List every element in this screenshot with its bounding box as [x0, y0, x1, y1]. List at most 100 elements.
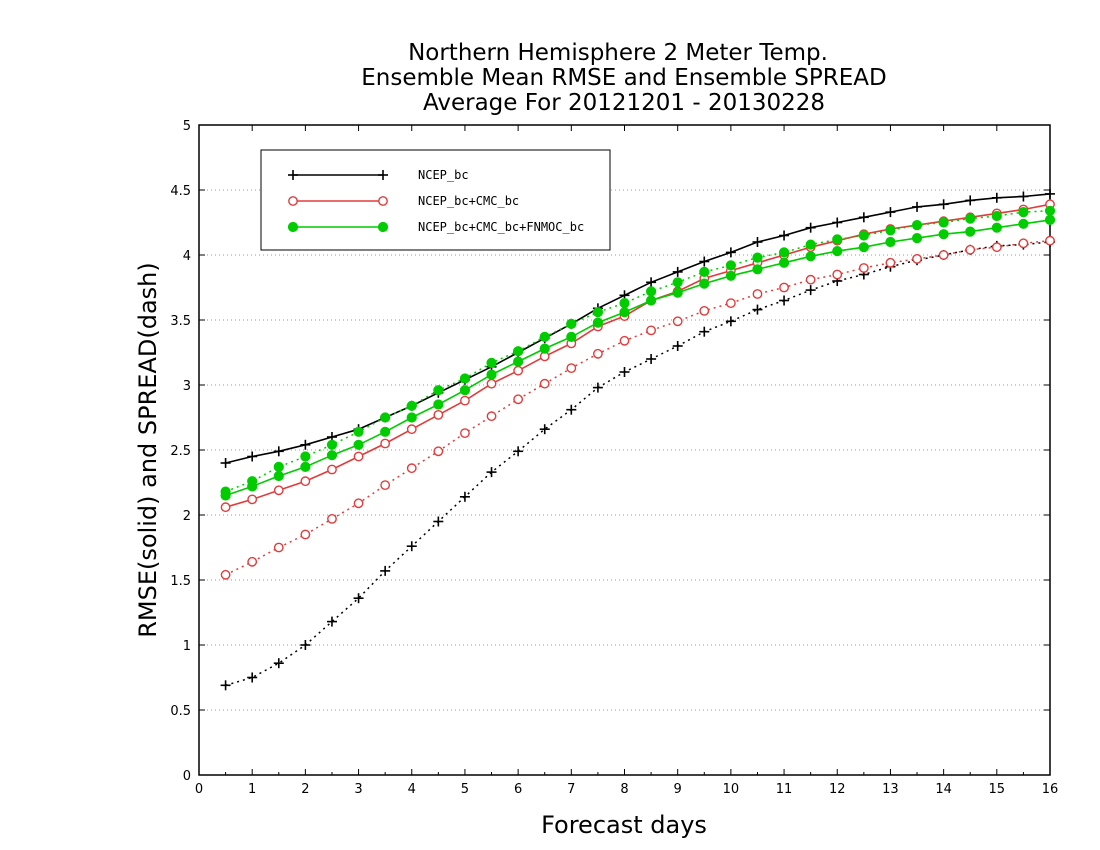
series-2-rmse-point [326, 450, 338, 461]
series-1-spread-point [380, 480, 391, 490]
series-1-spread-point [513, 394, 524, 405]
series-2-spread-point [752, 252, 763, 263]
x-tick-label: 0 [195, 782, 203, 797]
series-1-spread-point [300, 529, 311, 540]
series-1-spread-point [885, 257, 896, 268]
y-axis-label: RMSE(solid) and SPREAD(dash) [134, 262, 162, 638]
series-1-rmse-point [300, 476, 311, 487]
series-0-spread-point [725, 316, 736, 327]
legend-marker [288, 196, 298, 206]
legend-box [260, 149, 611, 251]
series-0-spread-point [752, 304, 763, 315]
series-0-spread-point [486, 467, 497, 478]
title-line-1: Northern Hemisphere 2 Meter Temp. [408, 40, 828, 66]
series-2-rmse-point [858, 242, 869, 253]
series-2-spread-point [911, 220, 923, 231]
series-1-spread-point [566, 363, 577, 373]
series-2-rmse-point [513, 356, 524, 367]
series-1-spread-point [725, 298, 736, 308]
x-tick-label: 8 [620, 782, 628, 797]
series-0-spread-point [300, 640, 311, 650]
series-1-spread-point [433, 446, 444, 457]
x-tick-label: 1 [248, 782, 256, 797]
series-0-spread-point [220, 680, 231, 691]
series-2-spread-point [1018, 207, 1029, 218]
series-0-spread-point [779, 295, 790, 306]
series-2-spread-point [832, 234, 843, 245]
series-1-spread-point [646, 325, 656, 336]
series-2-spread-point [778, 247, 790, 258]
x-tick-label: 16 [1042, 782, 1059, 797]
series-1-rmse-point [460, 395, 470, 406]
series-0-spread-point [273, 658, 284, 669]
y-tick-label: 3 [183, 379, 191, 394]
series-1-rmse-point [513, 365, 524, 376]
y-tick-label: 1.5 [170, 574, 191, 589]
series-2-rmse-point [566, 331, 577, 342]
series-0-spread-point [805, 285, 816, 296]
axes: 0 1 2 3 4 5 6 7 8 9 10 11 12 13 14 15 1600.511.522.533.5… [170, 119, 1058, 797]
series-0-rmse-point [965, 195, 976, 206]
series-2-spread-point [513, 346, 524, 357]
legend-item-0: NCEP_bc [288, 168, 469, 182]
series-1-spread-point [247, 556, 258, 567]
series-2-rmse-point [619, 307, 630, 318]
series-2-rmse-point [645, 295, 657, 306]
series-1-spread-line [225, 239, 1051, 576]
chart-title: Northern Hemisphere 2 Meter Temp. Ensemb… [361, 40, 886, 116]
series-1-spread-point [965, 244, 976, 255]
series-2-spread-point [300, 451, 311, 462]
series-2-spread-point [965, 213, 976, 224]
y-tick-label: 0.5 [170, 704, 191, 719]
legend-marker [287, 221, 299, 233]
series-0-rmse-point [832, 217, 843, 228]
series-0-rmse-point [220, 458, 231, 468]
legend-label: NCEP_bc+CMC_bc [418, 194, 519, 208]
series-2-spread-point [539, 331, 550, 342]
series-2-rmse-point [885, 236, 896, 248]
legend-marker [378, 170, 388, 180]
title-line-3: Average For 20121201 - 20130228 [423, 90, 825, 116]
x-tick-label: 14 [935, 782, 952, 797]
series-0-spread-point [592, 382, 603, 393]
x-tick-label: 15 [989, 782, 1006, 797]
series-1 [220, 199, 1055, 580]
x-tick-label: 3 [354, 782, 362, 797]
title-line-2: Ensemble Mean RMSE and Ensemble SPREAD [361, 65, 886, 91]
series-0-spread-point [406, 541, 417, 552]
x-tick-label: 11 [776, 782, 793, 797]
series-1-rmse-point [486, 378, 497, 389]
series-1-spread-point [593, 348, 603, 359]
y-tick-label: 0 [183, 769, 191, 784]
series-1-spread-point [832, 269, 843, 280]
series-2-spread-point [619, 298, 630, 309]
x-tick-label: 6 [514, 782, 522, 797]
series-2-rmse-point [406, 412, 417, 423]
series-1-spread-point [220, 569, 231, 580]
series-2-rmse-point [273, 470, 284, 482]
series-2-rmse-point [725, 270, 736, 281]
series-2-rmse-point [672, 287, 683, 298]
y-tick-label: 4 [183, 249, 191, 264]
series-2-rmse-point [486, 369, 497, 380]
x-axis-label: Forecast days [541, 811, 707, 839]
y-tick-label: 5 [183, 119, 191, 134]
series-2-spread-point [566, 318, 577, 329]
series-1-spread-point [353, 498, 364, 509]
series-0-spread-point [380, 565, 391, 576]
series-2-spread-point [672, 277, 683, 288]
series-2-rmse-point [1044, 214, 1056, 225]
series-2-rmse-point [938, 229, 949, 240]
series-0-spread-point [353, 593, 364, 604]
series-0 [220, 188, 1055, 691]
series-1-spread-point [912, 253, 922, 264]
series-1-rmse-point [273, 485, 284, 496]
series-2-spread-point [938, 217, 949, 228]
y-tick-label: 1 [183, 639, 191, 654]
x-tick-label: 9 [674, 782, 682, 797]
series-2-spread-point [805, 239, 816, 250]
series-2-rmse-point [752, 264, 763, 275]
series-1-spread-point [460, 428, 470, 438]
series-2 [220, 205, 1056, 501]
series-2-spread-point [1044, 205, 1056, 216]
